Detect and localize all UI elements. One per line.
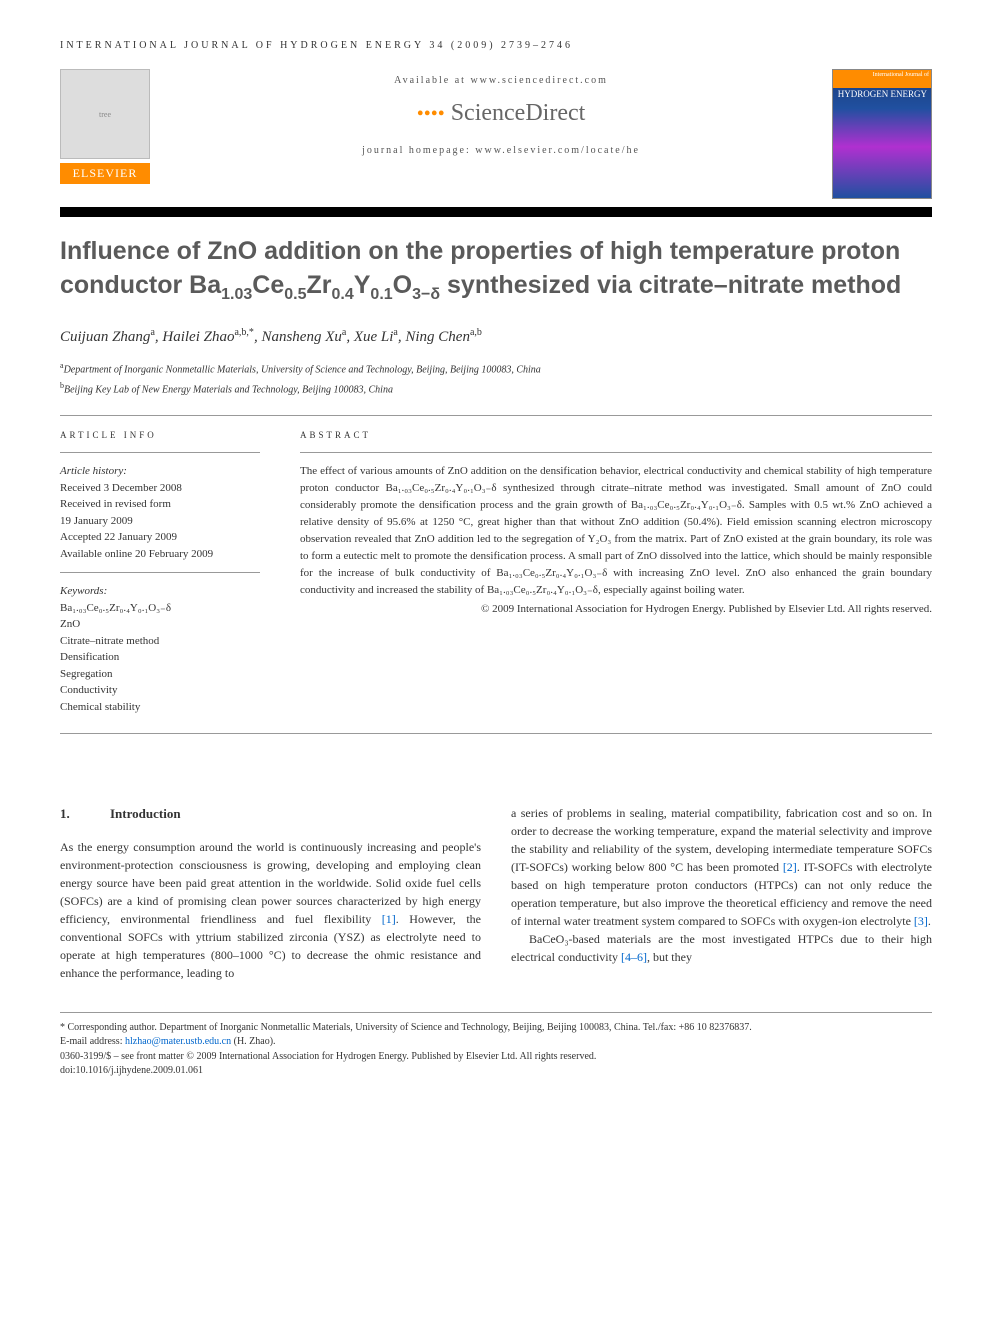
article-title: Influence of ZnO addition on the propert… bbox=[60, 235, 932, 305]
keyword-item: Segregation bbox=[60, 666, 260, 683]
corresponding-author: * Corresponding author. Department of In… bbox=[60, 1021, 932, 1036]
history-item: Received 3 December 2008 bbox=[60, 480, 260, 497]
keyword-item: Ba₁.₀₃Ce₀.₅Zr₀.₄Y₀.₁O₃₋δ bbox=[60, 600, 260, 617]
keywords-list: Ba₁.₀₃Ce₀.₅Zr₀.₄Y₀.₁O₃₋δZnOCitrate–nitra… bbox=[60, 600, 260, 716]
bottom-rule bbox=[60, 733, 932, 734]
keyword-item: ZnO bbox=[60, 616, 260, 633]
section-number: 1. bbox=[60, 804, 110, 824]
doi-line: doi:10.1016/j.ijhydene.2009.01.061 bbox=[60, 1064, 932, 1079]
ref-link[interactable]: [4–6] bbox=[621, 950, 647, 964]
elsevier-label: ELSEVIER bbox=[60, 163, 150, 184]
running-head: INTERNATIONAL JOURNAL OF HYDROGEN ENERGY… bbox=[60, 40, 932, 51]
ref-link[interactable]: [3] bbox=[914, 914, 928, 928]
journal-homepage: journal homepage: www.elsevier.com/locat… bbox=[170, 145, 832, 156]
affiliations: aDepartment of Inorganic Nonmetallic Mat… bbox=[60, 360, 932, 397]
ref-link[interactable]: [2] bbox=[783, 860, 797, 874]
authors: Cuijuan Zhanga, Hailei Zhaoa,b,*, Nanshe… bbox=[60, 327, 932, 346]
keyword-item: Chemical stability bbox=[60, 699, 260, 716]
issn-line: 0360-3199/$ – see front matter © 2009 In… bbox=[60, 1050, 932, 1065]
email-line: E-mail address: hlzhao@mater.ustb.edu.cn… bbox=[60, 1035, 932, 1050]
meta-rule bbox=[60, 452, 260, 453]
cover-strip: International Journal of bbox=[833, 70, 931, 88]
history-list: Received 3 December 2008Received in revi… bbox=[60, 480, 260, 563]
black-divider-bar bbox=[60, 207, 932, 217]
abstract-label: ABSTRACT bbox=[300, 430, 932, 440]
keyword-item: Conductivity bbox=[60, 682, 260, 699]
body-paragraph: As the energy consumption around the wor… bbox=[60, 838, 481, 982]
column-right: a series of problems in sealing, materia… bbox=[511, 804, 932, 982]
history-item: Received in revised form bbox=[60, 496, 260, 513]
body-paragraph: a series of problems in sealing, materia… bbox=[511, 804, 932, 930]
section-heading: 1.Introduction bbox=[60, 804, 481, 824]
history-item: Accepted 22 January 2009 bbox=[60, 529, 260, 546]
article-info-label: ARTICLE INFO bbox=[60, 430, 260, 440]
column-left: 1.Introduction As the energy consumption… bbox=[60, 804, 481, 982]
available-at: Available at www.sciencedirect.com bbox=[170, 75, 832, 86]
abstract-block: ABSTRACT The effect of various amounts o… bbox=[300, 430, 932, 715]
top-rule bbox=[60, 415, 932, 416]
email-link[interactable]: hlzhao@mater.ustb.edu.cn bbox=[125, 1036, 231, 1047]
article-info-block: ARTICLE INFO Article history: Received 3… bbox=[60, 430, 260, 715]
sd-dots-icon: •••• bbox=[417, 103, 445, 125]
section-title: Introduction bbox=[110, 806, 181, 821]
sciencedirect-logo: •••• ScienceDirect bbox=[170, 100, 832, 127]
header-center: Available at www.sciencedirect.com •••• … bbox=[170, 69, 832, 156]
body-paragraph: BaCeO₃-based materials are the most inve… bbox=[511, 930, 932, 966]
keyword-item: Densification bbox=[60, 649, 260, 666]
header-bar: tree ELSEVIER Available at www.sciencedi… bbox=[60, 69, 932, 199]
sd-brand-text: ScienceDirect bbox=[451, 100, 586, 126]
meta-rule bbox=[300, 452, 932, 453]
history-label: Article history: bbox=[60, 463, 260, 480]
body-columns: 1.Introduction As the energy consumption… bbox=[60, 804, 932, 982]
keywords-label: Keywords: bbox=[60, 583, 260, 600]
abstract-copyright: © 2009 International Association for Hyd… bbox=[300, 603, 932, 615]
meta-rule bbox=[60, 572, 260, 573]
journal-cover: International Journal of HYDROGEN ENERGY bbox=[832, 69, 932, 199]
meta-row: ARTICLE INFO Article history: Received 3… bbox=[60, 430, 932, 715]
history-item: Available online 20 February 2009 bbox=[60, 546, 260, 563]
affiliation: bBeijing Key Lab of New Energy Materials… bbox=[60, 380, 932, 397]
affiliation: aDepartment of Inorganic Nonmetallic Mat… bbox=[60, 360, 932, 377]
history-item: 19 January 2009 bbox=[60, 513, 260, 530]
ref-link[interactable]: [1] bbox=[382, 912, 396, 926]
cover-title: HYDROGEN ENERGY bbox=[837, 90, 927, 100]
abstract-text: The effect of various amounts of ZnO add… bbox=[300, 463, 932, 599]
cover-image: International Journal of HYDROGEN ENERGY bbox=[832, 69, 932, 199]
footnotes: * Corresponding author. Department of In… bbox=[60, 1012, 932, 1079]
elsevier-tree-icon: tree bbox=[60, 69, 150, 159]
keyword-item: Citrate–nitrate method bbox=[60, 633, 260, 650]
elsevier-logo-block: tree ELSEVIER bbox=[60, 69, 170, 184]
